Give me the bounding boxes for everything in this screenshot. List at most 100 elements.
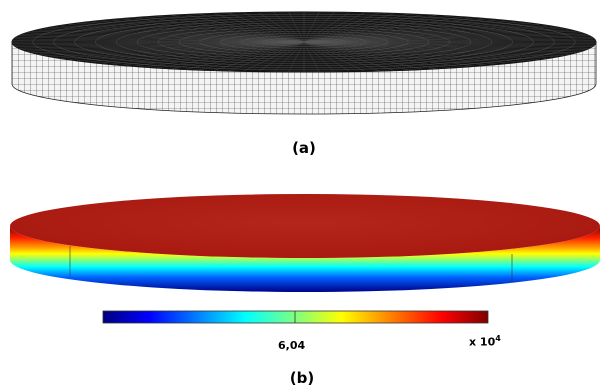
mesh-spoke [303, 41, 531, 62]
mesh-spoke [303, 41, 571, 55]
mesh-spoke [303, 41, 549, 59]
mesh-spoke [303, 26, 557, 43]
mesh-spoke [18, 35, 305, 43]
mesh-spoke [26, 32, 305, 43]
mesh-spoke [26, 41, 305, 52]
mesh-spoke [273, 12, 305, 43]
mesh-spoke [77, 41, 305, 62]
mesh-spoke [303, 41, 488, 66]
mesh-spoke [51, 41, 305, 58]
mesh-top-lines [12, 12, 596, 72]
mesh-spoke [288, 41, 305, 72]
mesh-spoke [303, 41, 522, 63]
mesh-spoke [97, 41, 305, 64]
mesh-spoke [303, 32, 582, 43]
mesh-spoke [303, 20, 511, 43]
mesh-spoke [303, 41, 511, 64]
mesh-spoke [303, 41, 464, 68]
mesh-spoke [303, 15, 437, 43]
mesh-disk [11, 11, 597, 115]
mesh-spoke [37, 41, 305, 55]
mesh-spoke [77, 22, 305, 43]
mesh-spoke [303, 13, 409, 43]
mesh-spoke [303, 16, 464, 43]
mesh-spoke [303, 41, 350, 72]
mesh-spoke [303, 41, 565, 56]
mesh-spoke [15, 41, 305, 47]
mesh-spoke [303, 29, 571, 43]
mesh-spoke [303, 24, 541, 43]
mesh-spoke [303, 12, 350, 43]
mesh-spoke [303, 41, 451, 69]
mesh-spoke [157, 15, 305, 43]
mesh-spoke [258, 12, 305, 43]
colorbar-mid-label: 6,04 [278, 339, 306, 352]
mesh-spoke [120, 41, 305, 66]
mesh-spoke [303, 41, 596, 44]
mesh-spoke [303, 41, 365, 72]
mesh-spoke [303, 41, 320, 72]
mesh-spoke [303, 18, 488, 43]
panel-label-b: (b) [289, 369, 315, 387]
mesh-spoke [303, 19, 500, 43]
mesh-spoke [303, 12, 320, 43]
mesh-spoke [59, 25, 305, 43]
mesh-spoke [303, 41, 582, 52]
mesh-spoke [213, 13, 305, 43]
mesh-spoke [43, 28, 305, 43]
field-disk-side [10, 226, 600, 292]
mesh-spoke [43, 41, 305, 56]
mesh-spoke [303, 15, 451, 43]
mesh-spoke [303, 12, 380, 43]
mesh-spoke [21, 41, 305, 50]
mesh-spoke [303, 31, 577, 43]
mesh-spoke [303, 41, 557, 58]
mesh-spoke [144, 16, 305, 43]
mesh-spoke [303, 13, 395, 43]
mesh-spoke [303, 41, 590, 49]
mesh-spoke [31, 41, 305, 53]
mesh-spoke [288, 12, 305, 43]
mesh-spoke [144, 41, 305, 68]
mesh-spoke [185, 14, 305, 43]
mesh-spoke [303, 41, 541, 60]
mesh-spoke [303, 41, 437, 69]
mesh-spoke [303, 25, 549, 43]
field-disk-top [10, 194, 600, 258]
mesh-spoke [59, 41, 305, 59]
mesh-spoke [213, 41, 305, 71]
mesh-spoke [18, 41, 305, 49]
mesh-spoke [86, 21, 305, 43]
mesh-spoke [67, 41, 305, 60]
mesh-spoke [228, 41, 305, 72]
mesh-spoke [97, 20, 305, 43]
mesh-spoke [303, 41, 595, 46]
mesh-spoke [31, 31, 305, 43]
mesh-spoke [303, 14, 423, 43]
mesh-spoke [303, 35, 590, 43]
mesh-spoke [303, 28, 565, 43]
mesh-spoke [303, 38, 595, 43]
mesh-spoke [303, 41, 380, 72]
mesh-spoke [303, 41, 335, 72]
field-disk [10, 194, 600, 292]
mesh-spoke [303, 41, 476, 67]
mesh-spoke [13, 41, 305, 46]
mesh-spoke [303, 12, 335, 43]
colorbar-scale-label: x 104 [469, 334, 501, 349]
mesh-spoke [108, 19, 305, 43]
mesh-spoke [303, 12, 365, 43]
mesh-spoke [185, 41, 305, 70]
mesh-spoke [303, 41, 577, 53]
colorbar-scale-base: x 10 [469, 335, 496, 349]
mesh-spoke [12, 40, 305, 43]
mesh-spoke [303, 17, 476, 43]
mesh-spoke [37, 29, 305, 43]
mesh-spoke [86, 41, 305, 63]
mesh-spoke [258, 41, 305, 72]
mesh-spoke [228, 12, 305, 43]
mesh-spoke [303, 21, 522, 43]
mesh-spoke [199, 13, 305, 43]
mesh-spoke [303, 41, 593, 47]
